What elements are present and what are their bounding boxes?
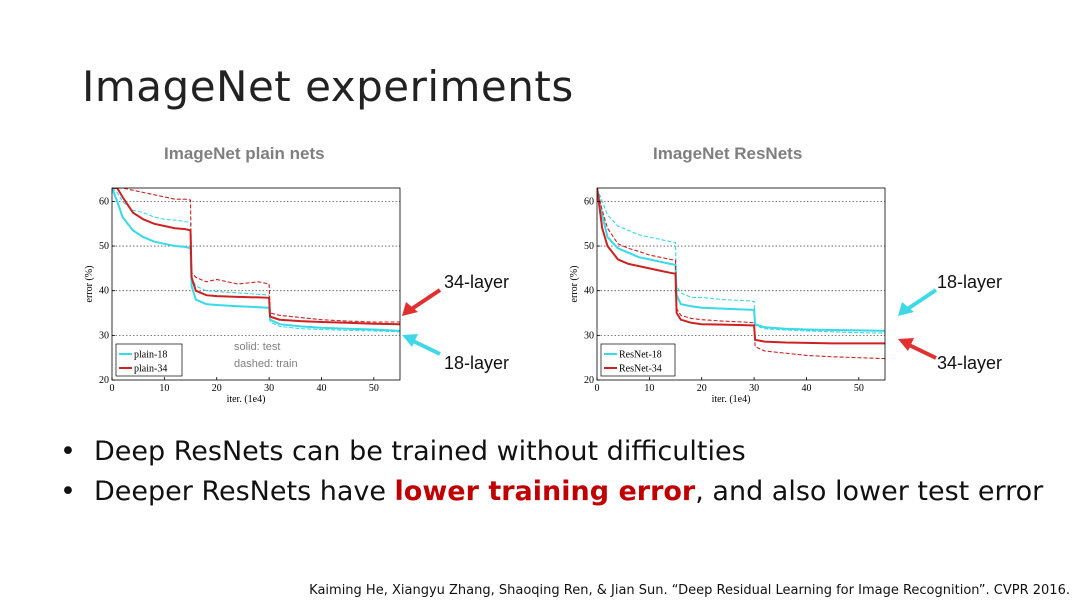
legend-box [600,343,676,377]
y-axis-label: error (%) [569,266,580,303]
bullet-text-suffix: , and also lower test error [695,476,1044,507]
note-solid-test: solid: test [234,341,280,353]
label-plain-18-layer: 18-layer [444,353,510,373]
bullet-dot-icon: • [60,436,76,467]
bullet-text-prefix: Deeper ResNets have [94,476,395,507]
note-dashed-train: dashed: train [234,358,298,370]
legend: ResNet-18 ResNet-34 [600,343,676,377]
bullet-text: Deep ResNets can be trained without diff… [94,436,746,467]
legend-label: plain-18 [134,350,167,361]
x-tick-label: 30 [749,383,759,394]
y-tick-label: 50 [584,241,594,252]
series-resnet-34 [597,188,885,345]
label-plain-34-layer: 34-layer [444,272,510,292]
series-plain-34-train [112,188,400,323]
slide-title: ImageNet experiments [82,62,574,111]
x-tick-label: 50 [854,383,864,394]
x-tick-label: 20 [697,383,707,394]
y-tick-label: 50 [99,241,109,252]
bullet-item: • Deeper ResNets have lower training erro… [60,472,1043,512]
x-tick-label: 20 [212,383,222,394]
x-tick-label: 0 [595,383,600,394]
label-resnet-18-layer: 18-layer [937,272,1003,292]
legend-label: ResNet-18 [619,350,662,361]
y-tick-label: 60 [584,196,594,207]
x-axis-label: iter. (1e4) [712,394,751,405]
y-axis-label: error (%) [84,266,95,303]
citation: Kaiming He, Xiangyu Zhang, Shaoqing Ren,… [309,583,1070,598]
series-plain-18-train [112,188,400,333]
label-resnet-34-layer: 34-layer [937,353,1003,373]
y-tick-label: 20 [99,375,109,386]
y-tick-label: 60 [99,196,109,207]
series-resnet-18-train [597,188,885,334]
x-axis-label: iter. (1e4) [227,394,266,405]
y-tick-label: 30 [99,330,109,341]
chart-title-resnet: ImageNet ResNets [653,144,803,163]
series-resnet-34-train [597,188,885,360]
x-tick-label: 40 [801,383,811,394]
x-tick-label: 10 [644,383,654,394]
plot-frame [596,187,886,381]
chart-plain-nets: 0 10 20 30 40 50 20 30 40 50 60 iter. (1e4) error (%… [84,187,401,405]
chart-title-plain: ImageNet plain nets [164,144,325,163]
bullet-list: • Deep ResNets can be trained without dif… [60,432,1043,512]
y-tick-label: 40 [584,286,594,297]
series-plain-18 [112,188,400,332]
legend-label: ResNet-34 [619,364,662,375]
chart-resnets: 0 10 20 30 40 50 20 30 40 50 60 iter. (1e4) error (%… [569,187,886,405]
cyan-arrow-icon-2 [898,288,938,316]
bullet-dot-icon: • [60,476,76,507]
plot-frame [111,187,401,381]
red-arrow-icon-2 [898,338,937,360]
x-tick-label: 0 [110,383,115,394]
x-tick-label: 30 [264,383,274,394]
x-tick-label: 10 [159,383,169,394]
bullet-item: • Deep ResNets can be trained without dif… [60,432,1043,472]
legend-box [115,343,183,377]
y-tick-label: 20 [584,375,594,386]
series-resnet-18 [597,188,885,332]
legend-label: plain-34 [134,364,167,375]
x-tick-label: 40 [316,383,326,394]
x-tick-label: 50 [369,383,379,394]
bullet-highlight: lower training error [394,476,696,507]
red-arrow-icon [402,288,442,316]
y-tick-label: 30 [584,330,594,341]
cyan-arrow-icon [402,334,441,356]
series-plain-34 [112,188,400,326]
y-tick-label: 40 [99,286,109,297]
legend: plain-18 plain-34 [115,343,183,377]
